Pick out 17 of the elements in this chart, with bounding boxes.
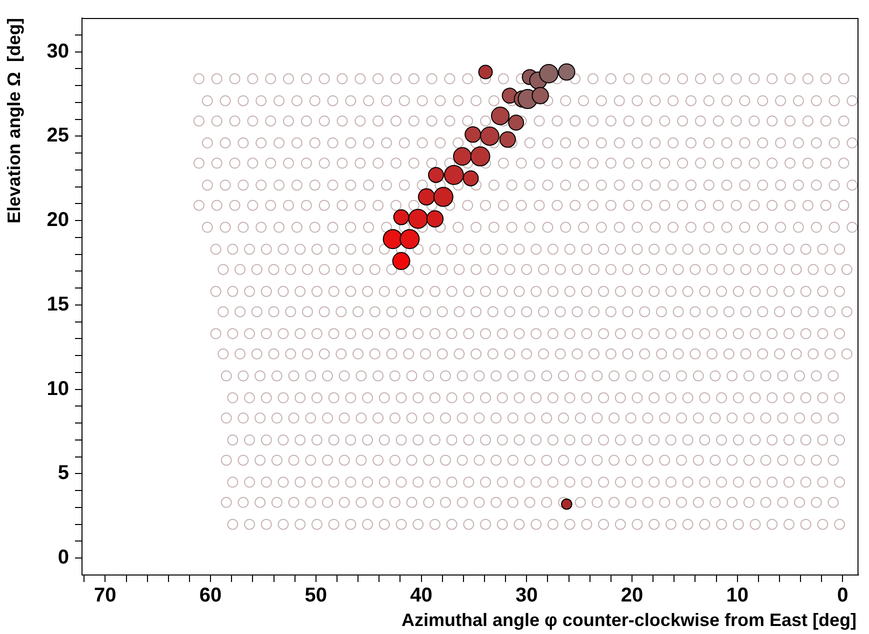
x-tick-label: 30 bbox=[515, 584, 538, 607]
y-tick-label: 25 bbox=[46, 124, 69, 147]
y-tick-label: 15 bbox=[46, 293, 69, 316]
y-tick-label: 0 bbox=[58, 546, 69, 569]
y-tick-label: 10 bbox=[46, 378, 69, 400]
y-tick-label: 30 bbox=[46, 40, 69, 62]
x-tick-label: 0 bbox=[837, 584, 848, 607]
x-tick-label: 70 bbox=[94, 584, 116, 607]
x-tick-label: 60 bbox=[199, 584, 222, 607]
x-tick-label: 10 bbox=[726, 584, 748, 607]
y-tick-label: 5 bbox=[58, 462, 69, 484]
x-axis-title: Azimuthal angle φ counter-clockwise from East [deg] bbox=[402, 610, 856, 630]
x-tick-label: 20 bbox=[620, 584, 644, 607]
x-tick-label: 40 bbox=[410, 584, 432, 607]
y-tick-label: 20 bbox=[46, 209, 69, 232]
x-tick-label: 50 bbox=[304, 584, 328, 607]
y-axis-title: Elevation angle Ω [deg] bbox=[4, 18, 24, 224]
